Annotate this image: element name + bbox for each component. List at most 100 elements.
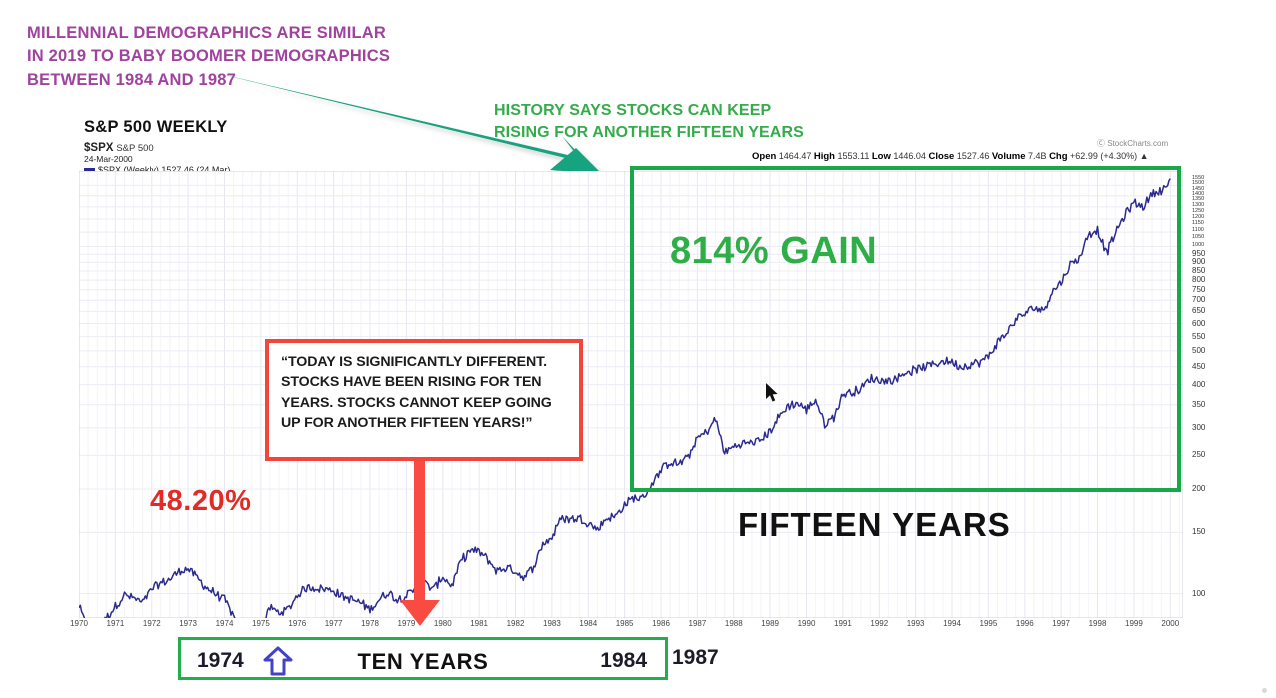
x-tick-1989: 1989 [761, 619, 779, 628]
y-tick-1050: 1050 [1192, 234, 1205, 241]
callout-arrow-stem [414, 461, 425, 606]
volume-value: 7.4B [1028, 151, 1047, 161]
chart-symbol-line: $SPX S&P 500 [84, 142, 154, 154]
open-value: 1464.47 [778, 151, 812, 161]
x-tick-1996: 1996 [1015, 619, 1034, 628]
ten-years-label: TEN YEARS [357, 649, 489, 674]
x-tick-1987: 1987 [688, 619, 707, 628]
mouse-pointer-icon [766, 383, 778, 402]
x-tick-1972: 1972 [142, 619, 161, 628]
close-label: Close [928, 151, 955, 162]
x-tick-1982: 1982 [506, 619, 525, 628]
y-tick-300: 300 [1192, 422, 1206, 432]
y-tick-750: 750 [1192, 284, 1206, 294]
y-tick-100: 100 [1192, 588, 1206, 598]
x-tick-1975: 1975 [251, 619, 270, 628]
headline-line-2: IN 2019 TO BABY BOOMER DEMOGRAPHICS [27, 47, 391, 66]
fifteen-years-label: FIFTEEN YEARS [738, 506, 1011, 543]
stockcharts-watermark: Ⓒ StockCharts.com [1097, 139, 1169, 148]
y-tick-250: 250 [1192, 450, 1206, 460]
y-tick-1500: 1500 [1192, 180, 1205, 187]
y-tick-1150: 1150 [1192, 220, 1204, 227]
chart-date: 24-Mar-2000 [84, 154, 133, 164]
close-value: 1527.46 [956, 151, 990, 161]
x-tick-1992: 1992 [870, 619, 889, 628]
x-tick-1973: 1973 [179, 619, 197, 628]
y-tick-700: 700 [1192, 295, 1206, 305]
green-subheadline-line-1: HISTORY SAYS STOCKS CAN KEEP [494, 102, 772, 119]
up-arrow-icon [263, 646, 293, 676]
x-tick-1984: 1984 [579, 619, 598, 628]
x-tick-1981: 1981 [470, 619, 488, 628]
ten-years-span-box: 1974 TEN YEARS 1984 [178, 637, 668, 680]
x-tick-1995: 1995 [979, 619, 998, 628]
x-tick-1985: 1985 [615, 619, 634, 628]
x-tick-1980: 1980 [433, 619, 452, 628]
quote-line-3: YEARS. STOCKS CANNOT KEEP GOING [281, 394, 552, 411]
y-tick-1000: 1000 [1192, 241, 1205, 248]
quote-line-2: STOCKS HAVE BEEN RISING FOR TEN [281, 374, 542, 391]
ohlc-quote-bar: Open 1464.47 High 1553.11 Low 1446.04 Cl… [752, 151, 1149, 162]
open-label: Open [752, 151, 777, 162]
legend-label: $SPX (Weekly) 1527.46 (24 Mar) [98, 165, 231, 175]
headline-line-3: BETWEEN 1984 AND 1987 [27, 70, 236, 89]
y-axis-tick-labels: 1550 1500 1450 1400 1350 1300 1250 1200 1150 1100… [1186, 168, 1246, 620]
y-tick-500: 500 [1192, 345, 1206, 355]
price-chart-svg [79, 171, 1183, 618]
chart-title: S&P 500 WEEKLY [84, 118, 228, 136]
x-tick-1970: 1970 [70, 619, 88, 628]
chart-legend: $SPX (Weekly) 1527.46 (24 Mar) [84, 165, 230, 175]
x-tick-1997: 1997 [1052, 619, 1070, 628]
x-tick-1990: 1990 [797, 619, 816, 628]
x-axis-tick-labels: 1970 1971 1972 1973 1974 1975 1976 1977 1978 1979… [70, 619, 1183, 633]
y-tick-900: 900 [1192, 257, 1206, 267]
y-tick-1400: 1400 [1192, 190, 1205, 197]
headline-line-1: MILLENNIAL DEMOGRAPHICS ARE SIMILAR [27, 24, 387, 42]
y-tick-950: 950 [1192, 249, 1206, 259]
y-tick-800: 800 [1192, 275, 1206, 285]
x-tick-1988: 1988 [724, 619, 743, 628]
x-tick-2000: 2000 [1161, 619, 1180, 628]
green-subheadline: HISTORY SAYS STOCKS CAN KEEP RISING FOR … [494, 100, 894, 143]
chg-value: +62.99 (+4.30%) [1070, 151, 1138, 161]
fifteen-year-highlight-box [630, 166, 1181, 492]
percent-4820-label: 48.20% [150, 485, 252, 517]
volume-label: Volume [991, 151, 1026, 162]
x-tick-1998: 1998 [1088, 619, 1107, 628]
x-tick-1999: 1999 [1124, 619, 1143, 628]
x-tick-1991: 1991 [833, 619, 852, 628]
y-tick-1300: 1300 [1192, 201, 1205, 208]
ten-years-end-year: 1984 [600, 649, 647, 672]
chart-symbol: $SPX [84, 142, 114, 154]
y-tick-1550: 1550 [1192, 175, 1205, 182]
y-tick-1250: 1250 [1192, 207, 1205, 214]
x-tick-1971: 1971 [106, 619, 125, 628]
high-label: High [813, 151, 835, 162]
y-tick-600: 600 [1192, 318, 1206, 328]
y-tick-450: 450 [1192, 361, 1206, 371]
x-tick-1976: 1976 [288, 619, 307, 628]
gain-label: 814% GAIN [670, 230, 878, 272]
quote-line-4: UP FOR ANOTHER FIFTEEN YEARS!” [281, 415, 533, 432]
quote-callout-box: “TODAY IS SIGNIFICANTLY DIFFERENT. STOCK… [265, 339, 583, 461]
y-tick-400: 400 [1192, 379, 1206, 389]
x-tick-1978: 1978 [361, 619, 379, 628]
y-tick-650: 650 [1192, 306, 1206, 316]
chg-label: Chg [1049, 151, 1068, 162]
year-1987-label: 1987 [672, 646, 719, 669]
x-tick-1994: 1994 [943, 619, 961, 628]
y-tick-350: 350 [1192, 399, 1206, 409]
quote-line-1: “TODAY IS SIGNIFICANTLY DIFFERENT. [281, 354, 547, 370]
y-tick-1200: 1200 [1192, 214, 1205, 220]
high-value: 1553.11 [837, 151, 870, 161]
y-tick-200: 200 [1192, 484, 1206, 493]
x-tick-1983: 1983 [542, 619, 561, 628]
chart-symbol-name: S&P 500 [116, 143, 154, 154]
headline-purple: MILLENNIAL DEMOGRAPHICS ARE SIMILAR IN 2… [27, 22, 587, 92]
x-tick-1977: 1977 [324, 619, 343, 628]
ten-years-start-year: 1974 [197, 649, 244, 672]
x-tick-1986: 1986 [652, 619, 670, 628]
y-tick-850: 850 [1192, 266, 1206, 275]
y-tick-550: 550 [1192, 331, 1206, 341]
legend-swatch-icon [84, 168, 95, 171]
